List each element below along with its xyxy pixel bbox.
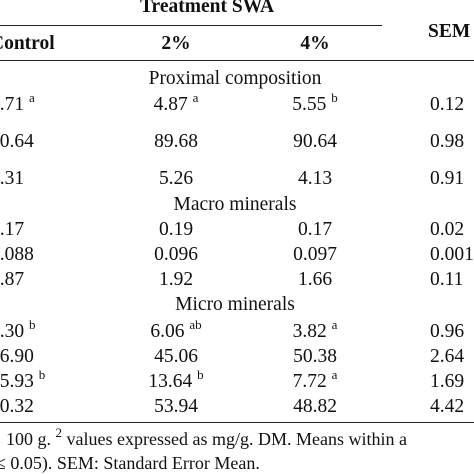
cell-sem: 0.11 xyxy=(430,269,464,290)
cell-control: 4.71 a xyxy=(0,90,35,115)
treatment-group-header: Treatment SWA xyxy=(140,0,275,17)
column-header-2pct: 2% xyxy=(161,33,191,54)
cell-control: 56.90 xyxy=(0,346,34,367)
cell-sem: 0.91 xyxy=(430,168,465,189)
cell-4pct: 90.64 xyxy=(293,131,337,152)
cell-sem: 4.42 xyxy=(430,396,465,417)
section-title-proximal: Proximal composition xyxy=(148,68,322,89)
cell-control: 4.31 xyxy=(0,168,25,189)
cell-sem: 2.64 xyxy=(430,346,465,367)
cell-4pct: 0.17 xyxy=(297,219,333,240)
footnote-line-2: ≤ 0.05). SEM: Standard Error Mean. xyxy=(0,453,260,473)
cell-4pct: 48.82 xyxy=(293,396,337,417)
cell-sem: 0.12 xyxy=(430,94,465,115)
cell-2pct: 1.92 xyxy=(158,269,194,290)
cell-control: 50.32 xyxy=(0,396,34,417)
cell-4pct: 5.55 b xyxy=(292,90,338,115)
cell-2pct: 0.096 xyxy=(154,244,198,265)
cell-control: 0.088 xyxy=(0,244,34,265)
cell-sem: 0.96 xyxy=(430,321,465,342)
section-title-micro: Micro minerals xyxy=(175,294,295,315)
cell-2pct: 4.87 a xyxy=(153,90,199,115)
cell-2pct: 6.06 ab xyxy=(150,317,202,342)
cell-2pct: 0.19 xyxy=(158,219,194,240)
cell-control: 3.30 b xyxy=(0,317,36,342)
cell-4pct: 0.097 xyxy=(293,244,337,265)
table-bottom-rule xyxy=(0,422,474,423)
cell-2pct: 89.68 xyxy=(154,131,198,152)
column-header-4pct: 4% xyxy=(300,33,330,54)
cell-4pct: 4.13 xyxy=(297,168,333,189)
sem-header: SEM xyxy=(428,21,471,42)
cell-2pct: 53.94 xyxy=(154,396,198,417)
cell-2pct: 45.06 xyxy=(154,346,198,367)
footnote-line-1: 100 g. 2 values expressed as mg/g. DM. M… xyxy=(6,425,407,449)
group-header-rule xyxy=(0,25,382,26)
cell-4pct: 1.66 xyxy=(297,269,333,290)
cell-4pct: 3.82 a xyxy=(292,317,338,342)
cell-sem: 0.02 xyxy=(430,219,465,240)
cell-control: 0.17 xyxy=(0,219,25,240)
cell-control: 1.87 xyxy=(0,269,25,290)
column-header-control: Control xyxy=(0,33,55,54)
cell-control: 90.64 xyxy=(0,131,34,152)
cell-sem: 0.98 xyxy=(430,131,465,152)
cell-2pct: 13.64 b xyxy=(148,367,204,392)
cell-sem: 1.69 xyxy=(430,371,465,392)
cell-control: 15.93 b xyxy=(0,367,46,392)
column-header-rule xyxy=(0,60,474,61)
cell-4pct: 7.72 a xyxy=(292,367,338,392)
cell-2pct: 5.26 xyxy=(158,168,194,189)
section-title-macro: Macro minerals xyxy=(173,194,297,215)
cell-sem: 0.001 xyxy=(430,244,474,265)
cell-4pct: 50.38 xyxy=(293,346,337,367)
